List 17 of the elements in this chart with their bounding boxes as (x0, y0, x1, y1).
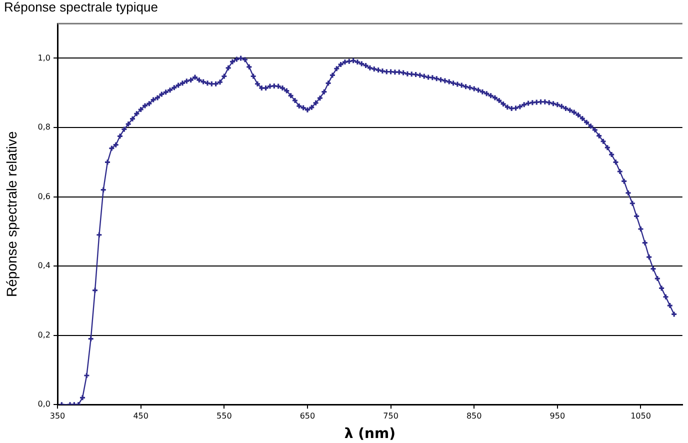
x-tick-label: 350 (50, 411, 66, 420)
x-tick-label: 550 (216, 411, 232, 420)
x-tick-label: 650 (300, 411, 316, 420)
x-tick-label: 950 (550, 411, 566, 420)
x-tick-label: 750 (383, 411, 398, 420)
y-tick-label: 0,0 (38, 400, 51, 409)
y-tick-label: 0,2 (38, 330, 51, 340)
y-tick-label: 0,8 (38, 122, 51, 132)
y-tick-label: 0,6 (38, 192, 51, 201)
x-axis-title: λ (nm) (344, 426, 396, 442)
y-tick-label: 1,0 (38, 53, 51, 62)
x-tick-label: 850 (466, 411, 482, 420)
chart-title: Réponse spectrale typique (4, 0, 158, 14)
y-axis-title: Réponse spectrale relative (3, 131, 20, 297)
x-tick-label: 450 (133, 411, 148, 420)
y-tick-label: 0,4 (38, 261, 51, 270)
x-tick-label: 1050 (630, 411, 651, 420)
